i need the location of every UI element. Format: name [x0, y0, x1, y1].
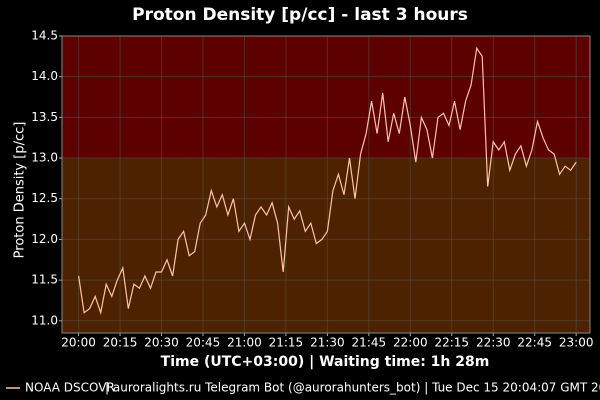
x-axis-label: Time (UTC+03:00) | Waiting time: 1h 28m — [161, 354, 490, 370]
y-tick-label: 14.5 — [31, 29, 58, 43]
y-axis-label: Proton Density [p/cc] — [13, 122, 28, 259]
plot-frame — [61, 35, 591, 334]
x-tick-label: 22:15 — [434, 336, 469, 350]
x-tick-label: 22:00 — [393, 336, 428, 350]
x-tick-label: 21:45 — [352, 336, 387, 350]
chart-title: Proton Density [p/cc] - last 3 hours — [132, 5, 468, 25]
x-tick-label: 23:00 — [559, 336, 594, 350]
x-tick-label: 22:30 — [476, 336, 511, 350]
x-tick-label: 22:45 — [517, 336, 552, 350]
footer: | auroralights.ru Telegram Bot (@aurorah… — [105, 381, 600, 395]
x-tick-label: 20:00 — [61, 336, 96, 350]
y-tick-label: 11.0 — [31, 313, 58, 327]
x-tick-label: 20:15 — [103, 336, 138, 350]
y-tick-label: 11.5 — [31, 273, 58, 287]
y-tick-label: 13.5 — [31, 110, 58, 124]
y-tick-label: 13.0 — [31, 151, 58, 165]
y-tick-label: 12.5 — [31, 191, 58, 205]
y-tick-label: 14.0 — [31, 69, 58, 83]
x-tick-label: 21:00 — [227, 336, 262, 350]
x-tick-label: 20:30 — [144, 336, 179, 350]
x-tick-label: 21:15 — [269, 336, 304, 350]
x-tick-label: 21:30 — [310, 336, 345, 350]
data-line — [78, 46, 577, 316]
threshold-band — [62, 36, 590, 159]
y-tick-label: 12.0 — [31, 232, 58, 246]
threshold-band — [62, 158, 590, 333]
legend-label: NOAA DSCOVR — [25, 381, 115, 395]
x-tick-label: 20:45 — [186, 336, 221, 350]
